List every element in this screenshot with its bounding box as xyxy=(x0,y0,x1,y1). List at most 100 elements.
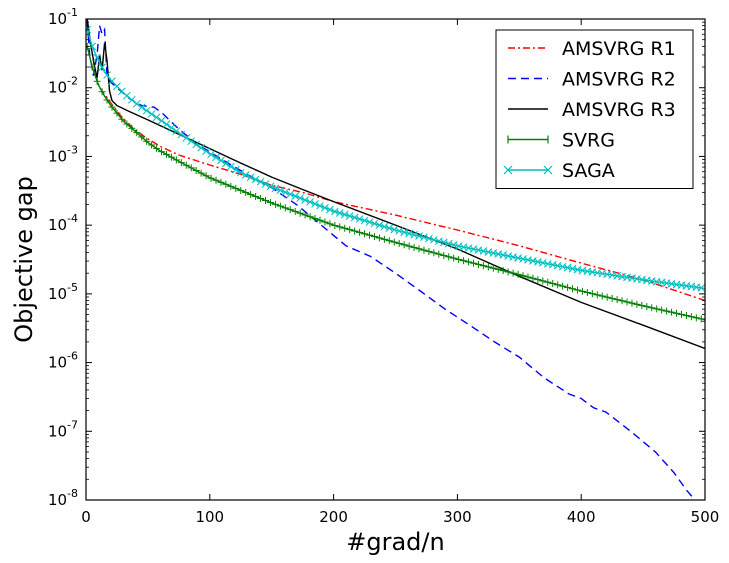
series-marker xyxy=(142,106,151,115)
series-marker xyxy=(380,235,388,243)
series-marker xyxy=(301,211,309,219)
series-marker xyxy=(226,162,235,171)
series-marker xyxy=(227,182,235,190)
series-marker xyxy=(583,288,591,296)
legend-entry: SVRG xyxy=(507,130,615,152)
series-marker xyxy=(509,269,517,277)
series-marker xyxy=(326,220,334,228)
series-marker xyxy=(157,116,166,125)
series-marker xyxy=(697,284,705,292)
series-marker xyxy=(197,169,205,177)
series-marker xyxy=(420,233,428,242)
series-marker xyxy=(252,192,260,200)
x-tick-label: 400 xyxy=(567,508,596,526)
series-marker xyxy=(350,213,359,222)
series-marker xyxy=(474,260,482,268)
series-marker xyxy=(143,137,151,145)
series-marker xyxy=(311,200,319,208)
series-marker xyxy=(455,255,463,263)
series-marker xyxy=(306,213,314,221)
series-marker xyxy=(271,200,279,208)
series-marker xyxy=(410,243,418,251)
series-marker xyxy=(380,222,389,231)
series-marker xyxy=(623,298,631,306)
series-marker xyxy=(479,262,487,270)
legend-entry: AMSVRG R3 xyxy=(508,99,676,121)
series-marker xyxy=(167,153,175,161)
series-marker xyxy=(128,124,136,132)
series-marker xyxy=(132,99,141,108)
series-marker xyxy=(162,150,170,158)
series-marker xyxy=(366,231,374,239)
series-marker xyxy=(222,180,230,188)
series-marker xyxy=(232,184,240,192)
series-marker xyxy=(395,239,403,247)
y-tick-label: 10-6 xyxy=(48,350,78,372)
series-marker xyxy=(554,281,562,289)
series-marker xyxy=(133,129,141,137)
x-tick-label: 0 xyxy=(81,508,91,526)
series-marker xyxy=(435,250,443,258)
series-marker xyxy=(138,133,146,141)
series-marker xyxy=(108,103,116,111)
series-marker xyxy=(663,307,671,315)
series-marker xyxy=(187,137,196,146)
series-marker xyxy=(504,268,512,276)
series-marker xyxy=(88,42,97,51)
series-marker xyxy=(177,159,185,167)
series-marker xyxy=(356,228,364,236)
series-marker xyxy=(692,314,700,322)
series-marker xyxy=(162,120,171,129)
series-marker xyxy=(618,297,626,305)
series-marker xyxy=(281,204,289,212)
series-marker xyxy=(390,225,399,234)
series-marker xyxy=(202,172,210,180)
series-marker xyxy=(658,306,666,314)
legend-entry: AMSVRG R1 xyxy=(508,38,676,60)
series-marker xyxy=(400,241,408,249)
series-marker xyxy=(445,253,453,261)
series-marker xyxy=(439,238,448,247)
series-marker xyxy=(534,276,542,284)
series-marker xyxy=(192,166,200,174)
series-marker xyxy=(148,141,156,149)
series-marker xyxy=(316,216,324,224)
series-marker xyxy=(434,237,443,245)
series-marker xyxy=(519,272,527,280)
legend-marker xyxy=(543,165,553,175)
series-marker xyxy=(341,224,349,232)
series-marker xyxy=(539,277,547,285)
series-marker xyxy=(331,221,339,229)
series-marker xyxy=(93,77,101,85)
series-marker xyxy=(588,290,596,298)
series-marker xyxy=(152,113,161,122)
series-marker xyxy=(420,246,428,254)
series-marker xyxy=(440,251,448,259)
series-marker xyxy=(613,296,621,304)
series-marker xyxy=(450,254,458,262)
series-marker xyxy=(98,63,106,72)
series-marker xyxy=(257,194,265,202)
legend-entry: SAGA xyxy=(503,160,615,182)
series-marker xyxy=(192,140,201,149)
series-marker xyxy=(286,206,294,214)
series-marker xyxy=(346,226,354,234)
series-marker xyxy=(425,247,433,255)
series-svrg xyxy=(86,42,705,323)
series-marker xyxy=(682,312,690,320)
series-marker xyxy=(390,238,398,246)
series-marker xyxy=(351,227,359,235)
series-marker xyxy=(375,221,384,229)
y-tick-label: 10-7 xyxy=(48,418,78,440)
series-marker xyxy=(593,291,601,299)
series-marker xyxy=(395,227,404,235)
series-marker xyxy=(484,263,492,271)
series-marker xyxy=(405,229,413,238)
series-marker xyxy=(673,309,681,317)
series-marker xyxy=(137,103,146,112)
series-marker xyxy=(296,209,304,217)
series-marker xyxy=(628,299,636,307)
y-tick-label: 10-1 xyxy=(48,6,78,28)
series-marker xyxy=(573,286,581,294)
